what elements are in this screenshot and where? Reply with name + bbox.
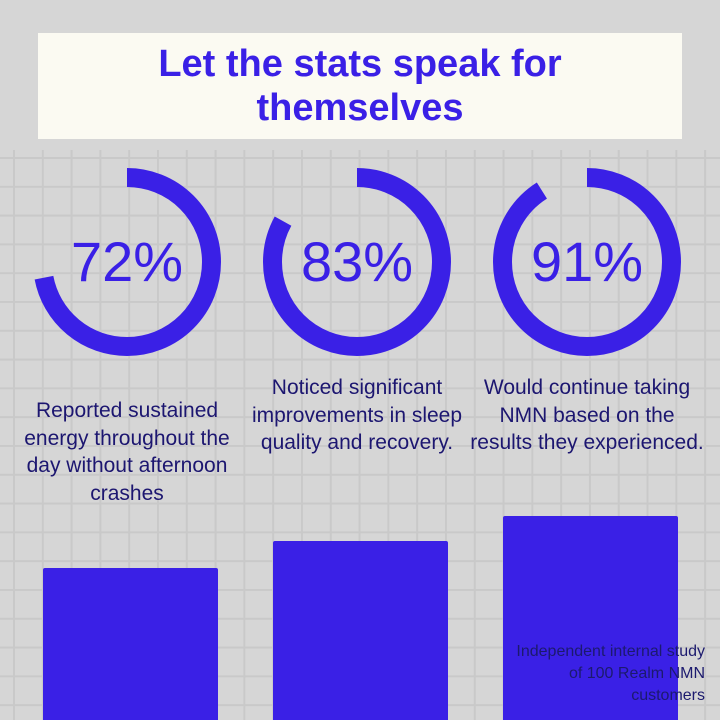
stat-bar-3: [503, 516, 678, 720]
progress-ring-1: [33, 168, 221, 356]
page-title: Let the stats speak for themselves: [158, 43, 562, 129]
footnote: Independent internal study of 100 Realm …: [515, 641, 705, 707]
footnote-text: Independent internal study of 100 Realm …: [516, 643, 705, 704]
percentage-label-3: 91%: [530, 230, 644, 293]
progress-ring-3: [493, 168, 681, 356]
percentage-label-2: 83%: [300, 230, 414, 293]
stat-bar-2: [273, 541, 448, 720]
title-banner: Let the stats speak for themselves: [38, 33, 682, 139]
progress-arc-1: [33, 168, 221, 356]
progress-arc-3: [493, 168, 681, 356]
stat-description-1: Reported sustained energy throughout the…: [24, 399, 230, 505]
progress-ring-2: [263, 168, 451, 356]
stat-description-2: Noticed significant improvements in slee…: [251, 376, 463, 454]
stat-description-3: Would continue taking NMN based on the r…: [470, 376, 704, 454]
percentage-label-1: 72%: [70, 230, 184, 293]
stat-bar-1: [43, 568, 218, 720]
progress-arc-2: [263, 168, 451, 356]
